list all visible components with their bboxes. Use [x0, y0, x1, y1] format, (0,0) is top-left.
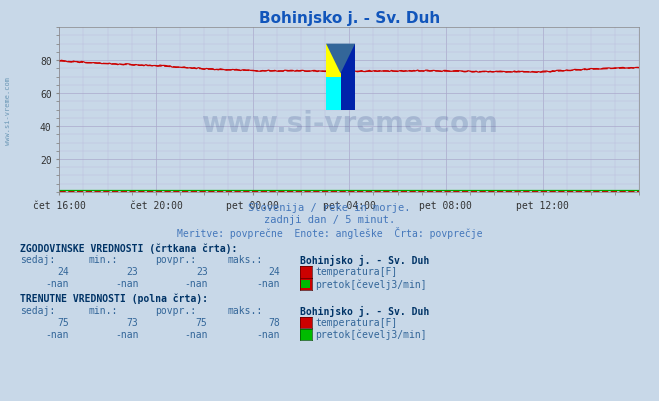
Text: -nan: -nan: [45, 329, 69, 339]
Text: -nan: -nan: [184, 279, 208, 289]
Text: -nan: -nan: [45, 279, 69, 289]
Text: -nan: -nan: [256, 279, 280, 289]
Text: 23: 23: [127, 267, 138, 277]
Text: pretok[čevelj3/min]: pretok[čevelj3/min]: [315, 329, 426, 339]
Text: povpr.:: povpr.:: [155, 305, 196, 315]
Text: 24: 24: [57, 267, 69, 277]
Text: sedaj:: sedaj:: [20, 305, 55, 315]
Polygon shape: [326, 45, 355, 74]
Text: TRENUTNE VREDNOSTI (polna črta):: TRENUTNE VREDNOSTI (polna črta):: [20, 293, 208, 303]
Text: temperatura[F]: temperatura[F]: [315, 317, 397, 327]
Text: temperatura[F]: temperatura[F]: [315, 267, 397, 277]
Text: 75: 75: [57, 317, 69, 327]
Text: 78: 78: [268, 317, 280, 327]
Text: -nan: -nan: [115, 279, 138, 289]
Text: Slovenija / reke in morje.: Slovenija / reke in morje.: [248, 203, 411, 213]
Text: pretok[čevelj3/min]: pretok[čevelj3/min]: [315, 279, 426, 289]
Text: maks.:: maks.:: [227, 255, 262, 265]
Text: Bohinjsko j. - Sv. Duh: Bohinjsko j. - Sv. Duh: [300, 305, 429, 316]
Title: Bohinjsko j. - Sv. Duh: Bohinjsko j. - Sv. Duh: [258, 10, 440, 26]
Text: povpr.:: povpr.:: [155, 255, 196, 265]
Text: -nan: -nan: [256, 329, 280, 339]
Text: -nan: -nan: [184, 329, 208, 339]
Text: 24: 24: [268, 267, 280, 277]
Text: 73: 73: [127, 317, 138, 327]
Text: maks.:: maks.:: [227, 305, 262, 315]
Bar: [341, 45, 355, 110]
Text: Meritve: povprečne  Enote: angleške  Črta: povprečje: Meritve: povprečne Enote: angleške Črta:…: [177, 227, 482, 239]
Text: Bohinjsko j. - Sv. Duh: Bohinjsko j. - Sv. Duh: [300, 255, 429, 265]
Text: sedaj:: sedaj:: [20, 255, 55, 265]
Text: min.:: min.:: [89, 305, 119, 315]
Text: min.:: min.:: [89, 255, 119, 265]
Text: 75: 75: [196, 317, 208, 327]
Text: ZGODOVINSKE VREDNOSTI (črtkana črta):: ZGODOVINSKE VREDNOSTI (črtkana črta):: [20, 243, 237, 253]
Text: 23: 23: [196, 267, 208, 277]
Bar: [326, 77, 341, 110]
Text: www.si-vreme.com: www.si-vreme.com: [201, 109, 498, 138]
Text: zadnji dan / 5 minut.: zadnji dan / 5 minut.: [264, 215, 395, 225]
Text: www.si-vreme.com: www.si-vreme.com: [5, 76, 11, 144]
Text: -nan: -nan: [115, 329, 138, 339]
Bar: [326, 45, 341, 81]
